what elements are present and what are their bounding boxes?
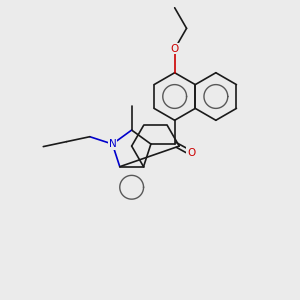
- Text: O: O: [187, 148, 195, 158]
- Text: O: O: [170, 44, 179, 54]
- Text: N: N: [109, 139, 116, 149]
